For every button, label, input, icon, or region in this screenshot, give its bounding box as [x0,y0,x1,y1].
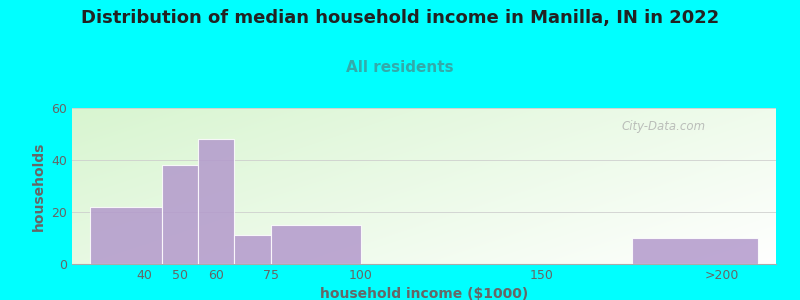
Bar [631,238,758,264]
Bar [270,225,361,264]
Bar [162,165,198,264]
Text: All residents: All residents [346,60,454,75]
Bar [234,236,270,264]
Y-axis label: households: households [32,141,46,231]
Bar [198,139,234,264]
Bar [90,207,162,264]
Text: City-Data.com: City-Data.com [621,121,706,134]
X-axis label: household income ($1000): household income ($1000) [320,287,528,300]
Text: Distribution of median household income in Manilla, IN in 2022: Distribution of median household income … [81,9,719,27]
